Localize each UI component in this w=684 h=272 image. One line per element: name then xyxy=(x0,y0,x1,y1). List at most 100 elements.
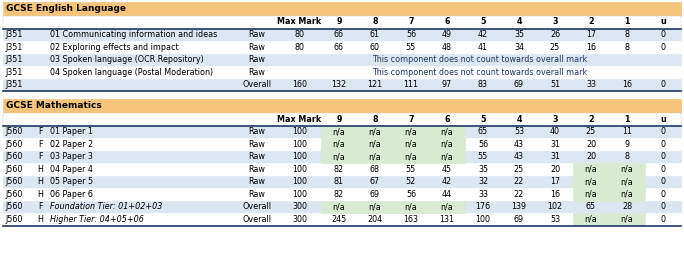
Text: 25: 25 xyxy=(514,165,524,174)
Text: J560: J560 xyxy=(5,177,23,186)
Text: 8: 8 xyxy=(372,115,378,123)
Text: Raw: Raw xyxy=(248,165,265,174)
Text: This component does not count towards overall mark: This component does not count towards ov… xyxy=(372,55,587,64)
Text: Max Mark: Max Mark xyxy=(278,17,321,26)
Bar xyxy=(3,16,681,29)
Text: Raw: Raw xyxy=(248,68,265,77)
Text: n/a: n/a xyxy=(585,177,597,186)
Bar xyxy=(3,150,681,163)
Bar xyxy=(429,200,465,213)
Text: 102: 102 xyxy=(547,202,562,211)
Text: n/a: n/a xyxy=(440,140,453,149)
Bar xyxy=(321,200,357,213)
Text: F: F xyxy=(38,127,42,136)
Text: 44: 44 xyxy=(442,190,452,199)
Text: 05 Paper 5: 05 Paper 5 xyxy=(50,177,93,186)
Text: F: F xyxy=(38,140,42,149)
Text: 01 Communicating information and ideas: 01 Communicating information and ideas xyxy=(50,30,218,39)
Text: 45: 45 xyxy=(442,165,452,174)
Text: n/a: n/a xyxy=(620,165,633,174)
Text: 55: 55 xyxy=(478,152,488,161)
Text: 61: 61 xyxy=(370,30,380,39)
Text: Raw: Raw xyxy=(248,30,265,39)
Text: n/a: n/a xyxy=(332,152,345,161)
Text: 53: 53 xyxy=(514,127,524,136)
Text: 0: 0 xyxy=(661,140,666,149)
Text: 48: 48 xyxy=(442,43,452,52)
Text: 9: 9 xyxy=(337,17,342,26)
Text: 31: 31 xyxy=(550,152,560,161)
Text: 163: 163 xyxy=(404,215,419,224)
Bar xyxy=(357,138,393,150)
Text: 11: 11 xyxy=(622,127,632,136)
Text: J560: J560 xyxy=(5,165,23,174)
Bar xyxy=(573,213,609,225)
Text: 176: 176 xyxy=(475,202,490,211)
Text: 40: 40 xyxy=(550,127,560,136)
Bar xyxy=(3,175,681,188)
Text: J351: J351 xyxy=(5,43,23,52)
Text: 100: 100 xyxy=(292,190,307,199)
Bar xyxy=(429,150,465,163)
Text: 204: 204 xyxy=(367,215,382,224)
Text: n/a: n/a xyxy=(620,177,633,186)
Text: 16: 16 xyxy=(586,43,596,52)
Text: 32: 32 xyxy=(478,177,488,186)
Text: Raw: Raw xyxy=(248,190,265,199)
Text: 2: 2 xyxy=(588,17,594,26)
Text: Raw: Raw xyxy=(248,127,265,136)
Text: F: F xyxy=(38,152,42,161)
Text: 3: 3 xyxy=(552,17,557,26)
Text: Raw: Raw xyxy=(248,55,265,64)
Bar xyxy=(3,163,681,175)
Text: n/a: n/a xyxy=(405,152,417,161)
Text: 69: 69 xyxy=(514,215,524,224)
Bar xyxy=(393,150,429,163)
Text: n/a: n/a xyxy=(332,140,345,149)
Bar xyxy=(3,188,681,200)
Text: Higher Tier: 04+05+06: Higher Tier: 04+05+06 xyxy=(50,215,144,224)
Text: 8: 8 xyxy=(624,152,629,161)
Text: 20: 20 xyxy=(586,140,596,149)
Text: 56: 56 xyxy=(406,190,416,199)
Text: 82: 82 xyxy=(334,165,344,174)
Text: 0: 0 xyxy=(661,127,666,136)
Text: n/a: n/a xyxy=(585,165,597,174)
Text: 69: 69 xyxy=(514,80,524,89)
Text: n/a: n/a xyxy=(405,127,417,136)
Text: 33: 33 xyxy=(478,190,488,199)
Bar xyxy=(3,99,681,113)
Text: n/a: n/a xyxy=(620,215,633,224)
Bar xyxy=(3,2,681,16)
Text: 22: 22 xyxy=(514,177,524,186)
Bar xyxy=(609,175,645,188)
Text: J351: J351 xyxy=(5,55,23,64)
Text: n/a: n/a xyxy=(369,202,382,211)
Text: 0: 0 xyxy=(661,80,666,89)
Text: 0: 0 xyxy=(661,215,666,224)
Text: 41: 41 xyxy=(478,43,488,52)
Text: 160: 160 xyxy=(292,80,307,89)
Text: 16: 16 xyxy=(550,190,560,199)
Text: 56: 56 xyxy=(478,140,488,149)
Text: 0: 0 xyxy=(661,43,666,52)
Text: Raw: Raw xyxy=(248,43,265,52)
Text: GCSE Mathematics: GCSE Mathematics xyxy=(6,101,102,110)
Text: Overall: Overall xyxy=(243,202,272,211)
Text: 43: 43 xyxy=(514,140,524,149)
Text: 67: 67 xyxy=(370,177,380,186)
Text: 22: 22 xyxy=(514,190,524,199)
Bar xyxy=(321,125,357,138)
Text: 69: 69 xyxy=(370,190,380,199)
Text: 02 Exploring effects and impact: 02 Exploring effects and impact xyxy=(50,43,179,52)
Text: 81: 81 xyxy=(334,177,344,186)
Text: 97: 97 xyxy=(442,80,452,89)
Bar xyxy=(3,138,681,150)
Text: n/a: n/a xyxy=(405,202,417,211)
Text: 8: 8 xyxy=(624,43,629,52)
Bar xyxy=(357,150,393,163)
Text: 65: 65 xyxy=(586,202,596,211)
Text: 28: 28 xyxy=(622,202,632,211)
Text: 20: 20 xyxy=(586,152,596,161)
Text: 04 Paper 4: 04 Paper 4 xyxy=(50,165,93,174)
